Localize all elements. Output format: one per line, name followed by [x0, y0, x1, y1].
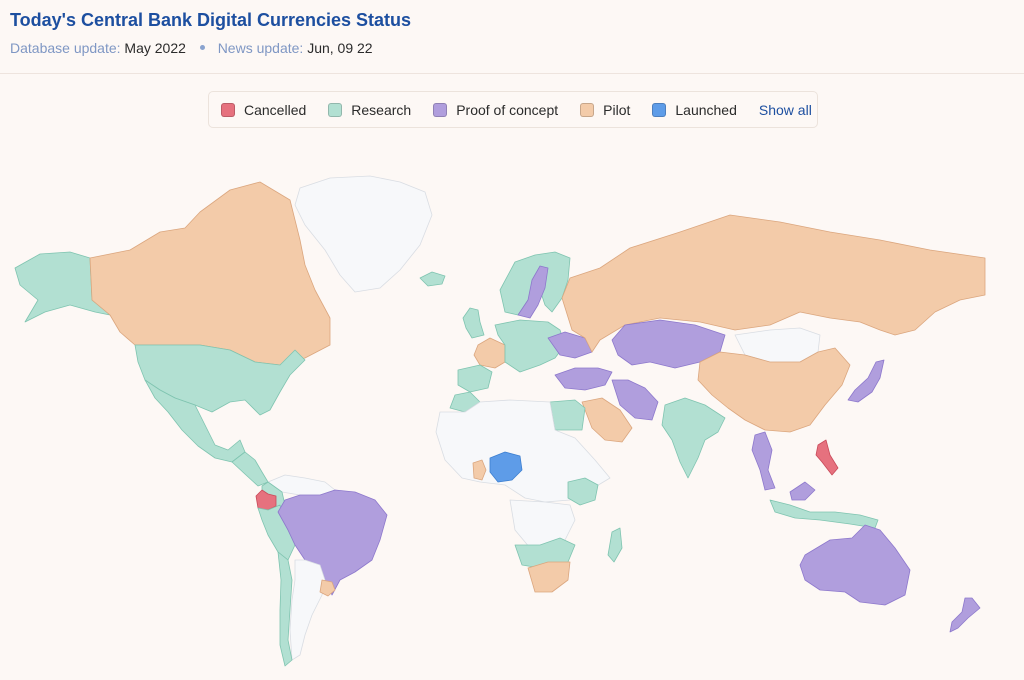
proof-of-concept-swatch — [433, 102, 448, 117]
news-update-value: Jun, 09 22 — [307, 40, 373, 56]
pilot-swatch — [580, 102, 595, 117]
legend-item-research[interactable]: Research — [328, 102, 411, 118]
legend-item-pilot[interactable]: Pilot — [580, 102, 630, 118]
legend-label-cancelled: Cancelled — [244, 101, 307, 118]
country-malaysia[interactable] — [789, 481, 816, 501]
country-iran[interactable] — [611, 379, 659, 421]
legend-label-launched: Launched — [675, 101, 737, 118]
country-turkey[interactable] — [554, 367, 613, 391]
database-update-value: May 2022 — [124, 40, 186, 56]
cancelled-swatch — [221, 102, 235, 117]
country-australia[interactable] — [799, 524, 911, 606]
legend: Cancelled Research Proof of concept Pilo… — [208, 91, 818, 128]
country-central-europe[interactable] — [494, 319, 566, 373]
country-indonesia[interactable] — [769, 499, 879, 529]
show-all-button[interactable]: Show all — [758, 101, 812, 118]
country-greenland[interactable] — [294, 175, 433, 293]
country-chile[interactable] — [277, 551, 293, 667]
legend-item-proof-of-concept[interactable]: Proof of concept — [433, 102, 558, 118]
header-divider — [0, 73, 1024, 74]
country-south-africa[interactable] — [527, 561, 571, 593]
legend-item-launched[interactable]: Launched — [652, 102, 737, 118]
legend-label-proof-of-concept: Proof of concept — [456, 101, 559, 118]
country-alaska[interactable] — [14, 251, 111, 323]
country-ghana[interactable] — [472, 459, 487, 481]
legend-label-research: Research — [351, 101, 412, 118]
legend-item-cancelled[interactable]: Cancelled — [221, 102, 306, 118]
update-info: Database update: May 2022 News update: J… — [10, 40, 373, 56]
country-southern-africa[interactable] — [514, 537, 576, 569]
country-spain[interactable] — [457, 364, 493, 393]
country-china[interactable] — [697, 347, 851, 433]
country-france[interactable] — [473, 337, 506, 369]
country-madagascar[interactable] — [607, 527, 623, 563]
country-india[interactable] — [661, 397, 726, 479]
page-title: Today's Central Bank Digital Currencies … — [10, 10, 412, 30]
country-central-america[interactable] — [231, 451, 269, 487]
country-russia[interactable] — [561, 214, 986, 353]
news-update-label: News update: — [217, 40, 304, 56]
country-uk[interactable] — [462, 307, 485, 339]
country-new-zealand[interactable] — [949, 597, 981, 633]
separator-dot — [199, 44, 205, 50]
country-brazil[interactable] — [277, 489, 388, 596]
research-swatch — [328, 102, 343, 117]
country-argentina[interactable] — [289, 559, 326, 661]
launched-swatch — [652, 102, 667, 117]
country-saudi-arabia[interactable] — [581, 397, 633, 443]
database-update-label: Database update: — [10, 40, 121, 56]
country-mexico[interactable] — [144, 379, 246, 463]
country-thailand[interactable] — [751, 431, 776, 491]
country-japan[interactable] — [847, 359, 885, 403]
country-iceland[interactable] — [419, 271, 446, 287]
country-egypt[interactable] — [549, 399, 586, 431]
legend-label-pilot: Pilot — [603, 101, 631, 118]
country-sweden[interactable] — [517, 265, 549, 319]
country-peru[interactable] — [257, 504, 296, 561]
country-east-africa[interactable] — [567, 477, 599, 506]
country-philippines[interactable] — [815, 439, 839, 476]
country-canada[interactable] — [89, 181, 331, 366]
country-nigeria[interactable] — [489, 451, 523, 483]
country-uruguay[interactable] — [319, 579, 336, 597]
